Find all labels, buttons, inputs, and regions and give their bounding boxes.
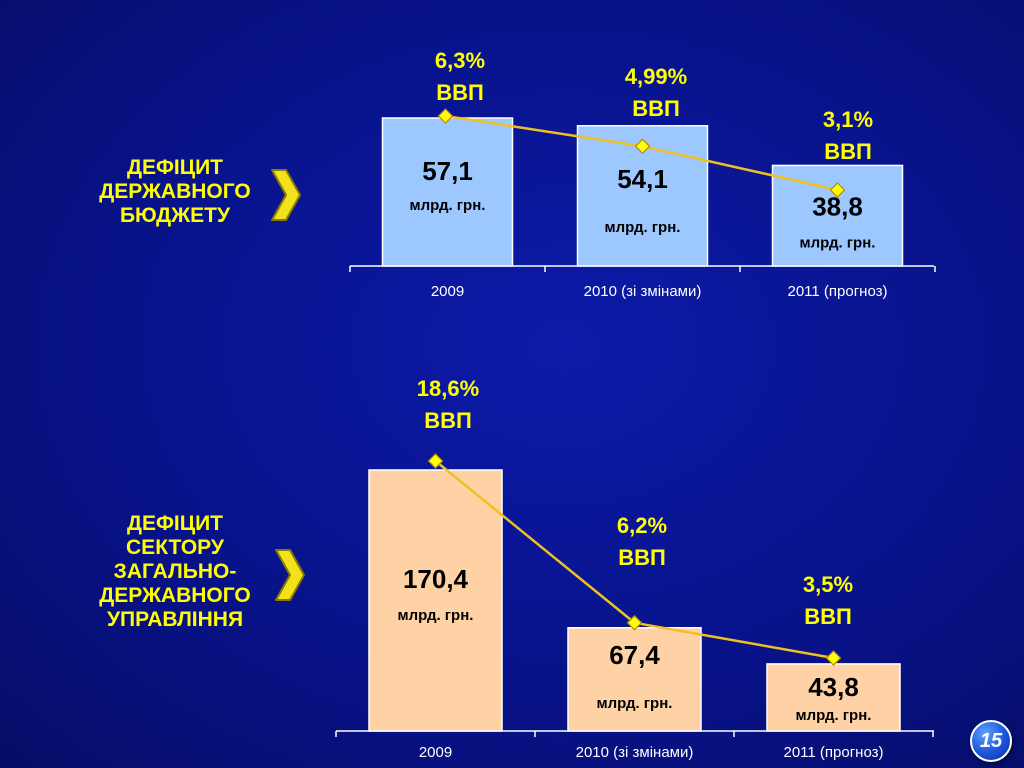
sector-deficit-label: ДЕФІЦИТ СЕКТОРУ ЗАГАЛЬНО- ДЕРЖАВНОГО УПР…	[70, 512, 280, 632]
sector-label-line: ДЕРЖАВНОГО	[99, 584, 251, 607]
bar	[567, 627, 702, 732]
gdp-share-value-label: 6,2%	[617, 513, 667, 538]
gdp-share-unit-label: ВВП	[824, 139, 872, 164]
bar-value-label: 67,4	[609, 640, 660, 670]
gdp-share-marker	[829, 182, 846, 198]
sector-label-line: УПРАВЛІННЯ	[106, 608, 244, 631]
bar-value-label: 57,1	[422, 156, 473, 186]
gdp-share-value-label: 3,1%	[823, 107, 873, 132]
bar-unit-label: млрд. грн.	[796, 707, 872, 724]
gdp-share-marker	[634, 138, 651, 155]
bar	[381, 117, 514, 267]
budget-deficit-label: ДЕФІЦИТ ДЕРЖАВНОГО БЮДЖЕТУ	[70, 156, 280, 228]
gdp-share-marker	[626, 614, 643, 631]
x-tick-label: 2010 (зі змінами)	[576, 744, 694, 761]
sector-label-line: ЗАГАЛЬНО-	[113, 560, 237, 583]
budget-label-line: ДЕРЖАВНОГО	[99, 180, 251, 203]
bar-unit-label: млрд. грн.	[605, 219, 681, 236]
x-tick-label: 2011 (прогноз)	[787, 283, 887, 300]
chevron-right-icon	[275, 549, 305, 601]
chevron-right-icon	[271, 169, 301, 221]
sector-label-line: ДЕФІЦИТ	[127, 512, 223, 535]
x-tick-label: 2009	[419, 744, 452, 761]
bar	[766, 663, 901, 732]
bar-unit-label: млрд. грн.	[398, 607, 474, 624]
x-tick-label: 2011 (прогноз)	[783, 744, 883, 761]
gdp-share-marker	[825, 650, 842, 666]
bar-value-label: 54,1	[617, 164, 668, 194]
x-tick-label: 2010 (зі змінами)	[584, 283, 702, 300]
sector-label-line: СЕКТОРУ	[126, 536, 224, 559]
gdp-share-unit-label: ВВП	[632, 96, 680, 121]
bar-value-label: 43,8	[808, 672, 859, 702]
bar-unit-label: млрд. грн.	[410, 197, 486, 214]
gdp-share-unit-label: ВВП	[804, 604, 852, 629]
bar-value-label: 170,4	[403, 564, 469, 594]
budget-label-line: ДЕФІЦИТ	[127, 156, 223, 179]
gdp-share-value-label: 3,5%	[803, 572, 853, 597]
gdp-share-marker	[427, 453, 444, 469]
x-tick-label: 2009	[431, 283, 464, 300]
bar-unit-label: млрд. грн.	[597, 695, 673, 712]
page-number-badge: 15	[970, 720, 1012, 762]
gdp-share-unit-label: ВВП	[436, 80, 484, 105]
bar-unit-label: млрд. грн.	[800, 234, 876, 251]
bar	[368, 469, 503, 732]
gdp-share-unit-label: ВВП	[618, 545, 666, 570]
gdp-share-value-label: 18,6%	[417, 376, 479, 401]
gdp-share-value-label: 6,3%	[435, 48, 485, 73]
gdp-share-marker	[437, 108, 454, 124]
gdp-share-unit-label: ВВП	[424, 408, 472, 433]
gdp-share-value-label: 4,99%	[625, 64, 687, 89]
budget-label-line: БЮДЖЕТУ	[119, 204, 231, 227]
